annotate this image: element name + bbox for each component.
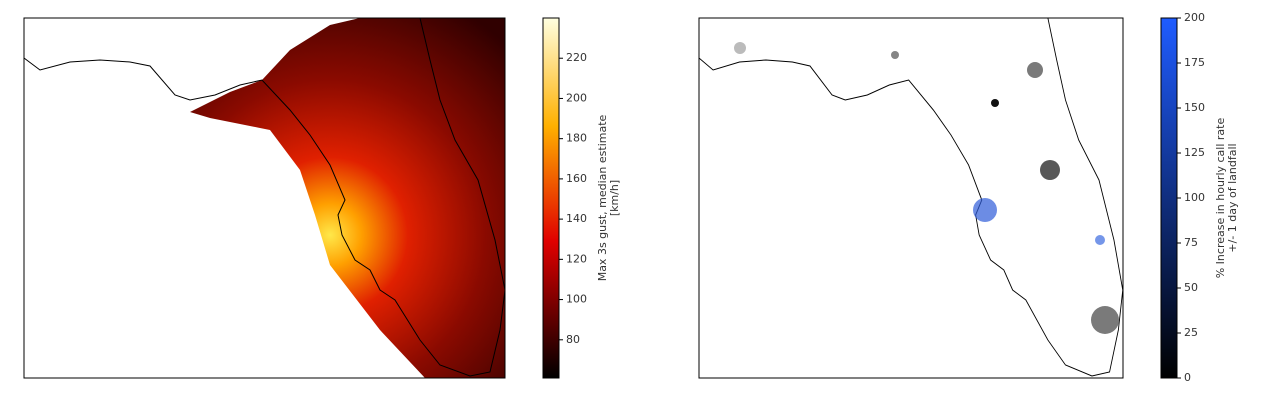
tick-label: 50 <box>1184 281 1198 294</box>
tick-label: 120 <box>566 252 587 265</box>
tick-label: 200 <box>566 91 587 104</box>
colorbar-label: Max 3s gust, median estimate [km/h] <box>596 114 621 281</box>
colorbar-label-line: [km/h] <box>608 180 621 216</box>
tick-label: 0 <box>1184 371 1191 384</box>
gust-map <box>23 17 506 379</box>
colorbar-label-line: Max 3s gust, median estimate <box>596 114 609 281</box>
tick-label: 100 <box>1184 191 1205 204</box>
tick-label: 80 <box>566 333 580 346</box>
tick-label: 75 <box>1184 236 1198 249</box>
tick-label: 100 <box>566 293 587 306</box>
colorbar-label: % Increase in hourly call rate +/- 1 day … <box>1214 118 1239 279</box>
colorbar-label-line: +/- 1 day of landfall <box>1226 143 1239 252</box>
colorbar <box>542 17 560 379</box>
tick-label: 150 <box>1184 101 1205 114</box>
tick-label: 180 <box>566 132 587 145</box>
tick-label: 160 <box>566 172 587 185</box>
tick-label: 25 <box>1184 326 1198 339</box>
tick-label: 125 <box>1184 146 1205 159</box>
colorbar <box>1160 17 1178 379</box>
tick-label: 200 <box>1184 11 1205 24</box>
tick-label: 220 <box>566 51 587 64</box>
tick-label: 140 <box>566 212 587 225</box>
call-rate-map <box>698 17 1124 379</box>
tick-label: 175 <box>1184 56 1205 69</box>
colorbar-label-line: % Increase in hourly call rate <box>1214 118 1227 279</box>
